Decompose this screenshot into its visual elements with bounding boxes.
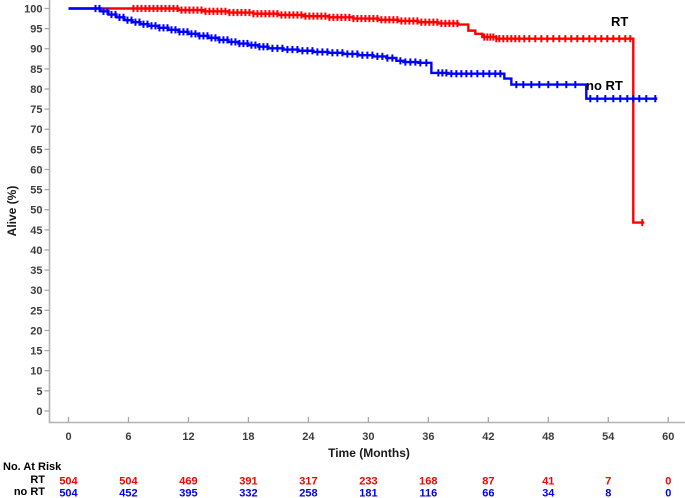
y-tick-label: 60 — [30, 164, 42, 176]
at-risk-value-rt: 41 — [542, 476, 554, 488]
y-tick-label: 55 — [30, 185, 42, 197]
at-risk-title: No. At Risk — [3, 461, 62, 473]
y-tick-label: 5 — [36, 386, 42, 398]
y-tick-label: 45 — [30, 225, 42, 237]
curve-label-rt: RT — [611, 14, 629, 29]
y-tick-label: 80 — [30, 84, 42, 96]
y-tick-label: 40 — [30, 245, 42, 257]
y-tick-label: 15 — [30, 346, 42, 358]
at-risk-value-no-rt: 116 — [419, 488, 437, 498]
at-risk-value-rt: 233 — [359, 476, 377, 488]
x-axis-title: Time (Months) — [328, 446, 410, 460]
at-risk-value-rt: 504 — [59, 476, 78, 488]
at-risk-value-no-rt: 8 — [605, 488, 611, 498]
x-tick-label: 6 — [125, 431, 131, 443]
at-risk-value-no-rt: 34 — [542, 488, 555, 498]
at-risk-value-rt: 0 — [665, 476, 671, 488]
x-tick-label: 42 — [482, 431, 494, 443]
x-tick-label: 60 — [662, 431, 674, 443]
x-tick-label: 48 — [542, 431, 554, 443]
y-tick-label: 30 — [30, 285, 42, 297]
at-risk-value-rt: 7 — [605, 476, 611, 488]
at-risk-value-rt: 469 — [179, 476, 197, 488]
at-risk-value-no-rt: 66 — [482, 488, 494, 498]
x-tick-label: 30 — [362, 431, 374, 443]
x-tick-label: 36 — [422, 431, 434, 443]
rt-survival-curve — [68, 7, 645, 224]
x-tick-label: 12 — [182, 431, 194, 443]
at-risk-value-no-rt: 0 — [665, 488, 671, 498]
at-risk-value-rt: 168 — [419, 476, 437, 488]
at-risk-row-label-rt: RT — [30, 474, 45, 486]
y-tick-label: 25 — [30, 305, 42, 317]
y-tick-label: 75 — [30, 104, 42, 116]
at-risk-value-no-rt: 395 — [179, 488, 197, 498]
at-risk-value-rt: 391 — [239, 476, 257, 488]
curve-label-no-rt: no RT — [586, 78, 623, 93]
at-risk-value-no-rt: 504 — [59, 488, 78, 498]
at-risk-value-rt: 504 — [119, 476, 138, 488]
y-tick-label: 70 — [30, 124, 42, 136]
y-tick-label: 50 — [30, 205, 42, 217]
y-tick-label: 0 — [36, 406, 42, 418]
x-tick-label: 24 — [302, 431, 315, 443]
at-risk-value-no-rt: 181 — [359, 488, 377, 498]
x-tick-label: 0 — [65, 431, 71, 443]
at-risk-value-rt: 87 — [482, 476, 494, 488]
y-tick-label: 20 — [30, 325, 42, 337]
at-risk-row-label-no-rt: no RT — [13, 486, 45, 498]
at-risk-value-no-rt: 332 — [239, 488, 257, 498]
y-tick-label: 100 — [24, 4, 42, 16]
y-tick-label: 65 — [30, 144, 42, 156]
at-risk-value-no-rt: 258 — [299, 488, 317, 498]
y-tick-label: 10 — [30, 366, 42, 378]
at-risk-value-no-rt: 452 — [119, 488, 137, 498]
at-risk-value-rt: 317 — [299, 476, 317, 488]
y-tick-label: 85 — [30, 64, 42, 76]
y-tick-label: 90 — [30, 44, 42, 56]
y-tick-label: 35 — [30, 265, 42, 277]
x-tick-label: 18 — [242, 431, 254, 443]
x-tick-label: 54 — [602, 431, 615, 443]
y-axis-title: Alive (%) — [5, 185, 19, 237]
y-tick-label: 95 — [30, 24, 42, 36]
